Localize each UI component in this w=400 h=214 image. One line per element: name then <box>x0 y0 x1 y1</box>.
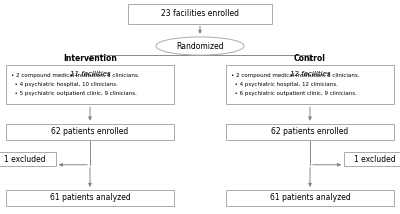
Text: • 2 compound medical institution, 8 clinicians.: • 2 compound medical institution, 8 clin… <box>11 73 139 78</box>
Text: • 4 psychiatric hospital, 12 clinicians.: • 4 psychiatric hospital, 12 clinicians. <box>231 82 338 87</box>
Text: 1 excluded: 1 excluded <box>354 155 396 164</box>
FancyBboxPatch shape <box>226 65 394 104</box>
FancyBboxPatch shape <box>6 190 174 206</box>
Text: • 5 psychiatric outpatient clinic, 9 clinicians.: • 5 psychiatric outpatient clinic, 9 cli… <box>11 91 137 96</box>
Text: 62 patients enrolled: 62 patients enrolled <box>51 127 129 136</box>
Text: 1 excluded: 1 excluded <box>4 155 46 164</box>
Text: • 6 psychiatric outpatient clinic, 9 clinicians.: • 6 psychiatric outpatient clinic, 9 cli… <box>231 91 357 96</box>
Text: • 2 compound medical institution, 8 clinicians.: • 2 compound medical institution, 8 clin… <box>231 73 359 78</box>
Text: 11 facilities: 11 facilities <box>70 71 110 77</box>
FancyBboxPatch shape <box>226 190 394 206</box>
FancyBboxPatch shape <box>344 152 400 166</box>
Text: 61 patients analyzed: 61 patients analyzed <box>50 193 130 202</box>
FancyBboxPatch shape <box>6 124 174 140</box>
Text: • 4 psychiatric hospital, 10 clinicians.: • 4 psychiatric hospital, 10 clinicians. <box>11 82 118 87</box>
Text: 12 facilities: 12 facilities <box>290 71 330 77</box>
FancyBboxPatch shape <box>226 124 394 140</box>
FancyBboxPatch shape <box>128 4 272 24</box>
FancyBboxPatch shape <box>0 152 56 166</box>
FancyBboxPatch shape <box>6 65 174 104</box>
Text: 23 facilities enrolled: 23 facilities enrolled <box>161 9 239 18</box>
Text: Randomized: Randomized <box>176 42 224 51</box>
Text: Control: Control <box>294 54 326 63</box>
Text: Intervention: Intervention <box>63 54 117 63</box>
Text: 62 patients enrolled: 62 patients enrolled <box>271 127 349 136</box>
Ellipse shape <box>156 37 244 55</box>
Text: 61 patients analyzed: 61 patients analyzed <box>270 193 350 202</box>
